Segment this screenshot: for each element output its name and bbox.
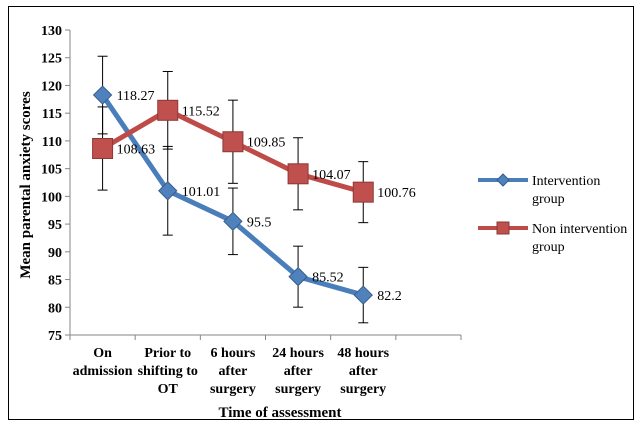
x-tick-label: 24 hours after surgery bbox=[272, 346, 324, 397]
y-tick-label: 75 bbox=[48, 329, 62, 344]
data-label: 101.01 bbox=[182, 185, 221, 200]
data-point bbox=[92, 85, 113, 105]
x-tick-label-line: surgery bbox=[340, 382, 386, 397]
x-tick-label-line: 6 hours bbox=[211, 346, 256, 361]
x-tick-label-line: surgery bbox=[210, 382, 256, 397]
x-tick-label-line: surgery bbox=[275, 382, 321, 397]
x-tick-label-line: 48 hours bbox=[337, 346, 389, 361]
y-tick-label: 120 bbox=[41, 79, 62, 94]
legend-marker bbox=[496, 221, 510, 235]
legend-label-line: Non intervention bbox=[532, 222, 627, 237]
y-tick-label: 100 bbox=[41, 190, 62, 205]
x-tick-label-line: shifting to bbox=[138, 364, 198, 379]
y-tick-label: 95 bbox=[48, 218, 62, 233]
x-tick-label-line: admission bbox=[73, 364, 133, 379]
data-label: 82.2 bbox=[377, 289, 402, 304]
x-tick-label-line: after bbox=[284, 364, 313, 379]
x-axis: On admission Prior to shifting to OT 6 hours a… bbox=[69, 334, 462, 397]
x-tick-label-line: Prior to bbox=[144, 346, 191, 361]
y-tick-label: 125 bbox=[41, 52, 62, 67]
x-axis-title: Time of assessment bbox=[218, 405, 341, 421]
chart-frame bbox=[8, 6, 634, 420]
legend-label-line: Intervention bbox=[532, 174, 600, 189]
x-tick-label-line: after bbox=[349, 364, 378, 379]
data-label: 108.63 bbox=[117, 143, 156, 158]
legend: Intervention group Non intervention group bbox=[478, 173, 627, 255]
y-tick-label: 110 bbox=[42, 135, 62, 150]
x-tick-label: Prior to shifting to OT bbox=[138, 346, 198, 397]
series-markers bbox=[92, 85, 374, 305]
legend-label-line: group bbox=[532, 192, 565, 207]
data-label: 118.27 bbox=[117, 89, 155, 104]
data-label: 85.52 bbox=[312, 271, 344, 286]
data-point bbox=[287, 163, 309, 185]
y-tick-label: 80 bbox=[48, 301, 62, 316]
x-tick-label-line: after bbox=[219, 364, 248, 379]
data-labels: 118.27 101.01 95.5 85.52 82.2 108.63 115.52 109… bbox=[117, 89, 416, 304]
data-point bbox=[288, 266, 308, 287]
data-point bbox=[222, 131, 244, 153]
y-axis-title: Mean parental anxiety scores bbox=[18, 91, 34, 279]
data-point bbox=[353, 285, 373, 305]
x-tick-label: 48 hours after surgery bbox=[337, 346, 389, 397]
data-point bbox=[158, 181, 178, 201]
legend-label: Non intervention group bbox=[532, 222, 627, 255]
data-point bbox=[223, 211, 243, 232]
y-tick-label: 130 bbox=[41, 24, 62, 39]
data-label: 104.07 bbox=[312, 168, 351, 183]
legend-label-line: group bbox=[532, 240, 565, 255]
data-point bbox=[157, 99, 179, 121]
y-tick-label: 85 bbox=[48, 274, 62, 289]
x-tick-label-line: OT bbox=[158, 382, 179, 397]
data-label: 115.52 bbox=[182, 104, 220, 119]
x-tick-label: On admission bbox=[73, 346, 133, 379]
y-tick-label: 90 bbox=[48, 246, 62, 261]
data-point bbox=[92, 138, 114, 160]
legend-marker bbox=[496, 173, 510, 187]
y-tick-label: 105 bbox=[41, 163, 62, 178]
x-tick-label-line: 24 hours bbox=[272, 346, 324, 361]
y-tick-label: 115 bbox=[42, 107, 62, 122]
legend-label: Intervention group bbox=[532, 174, 600, 207]
y-axis: 75 80 85 90 95 100 105 110 115 120 125 130 bbox=[41, 24, 71, 344]
data-label: 95.5 bbox=[247, 215, 272, 230]
data-label: 109.85 bbox=[247, 136, 286, 151]
x-tick-label-line: On bbox=[93, 346, 112, 361]
data-point bbox=[352, 181, 374, 203]
x-tick-label: 6 hours after surgery bbox=[210, 346, 256, 397]
data-label: 100.76 bbox=[377, 186, 416, 201]
